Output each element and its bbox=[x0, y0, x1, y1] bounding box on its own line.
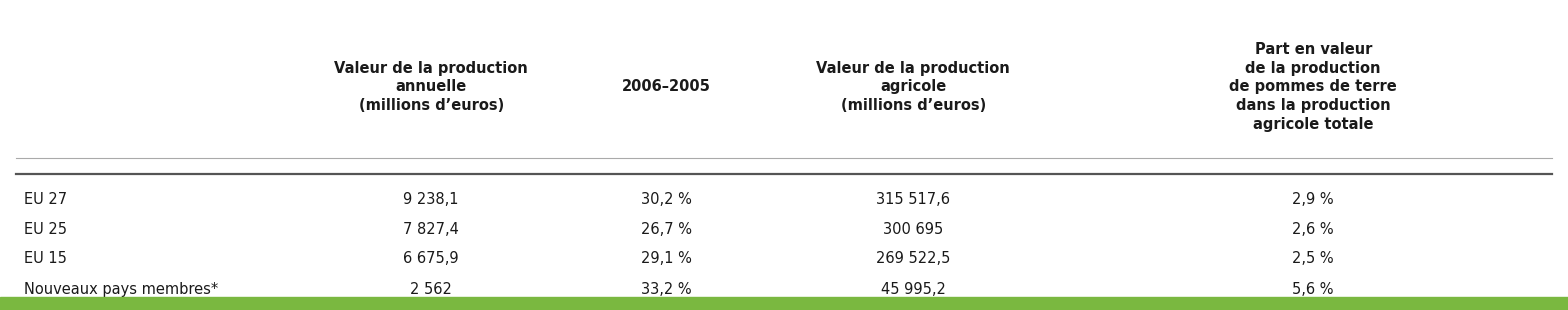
Text: 2 562: 2 562 bbox=[411, 282, 452, 297]
Text: EU 27: EU 27 bbox=[24, 193, 67, 207]
Text: Nouveaux pays membres*: Nouveaux pays membres* bbox=[24, 282, 218, 297]
Bar bbox=[0, 297, 1568, 310]
Text: 26,7 %: 26,7 % bbox=[641, 222, 691, 237]
Text: 45 995,2: 45 995,2 bbox=[881, 282, 946, 297]
Text: 7 827,4: 7 827,4 bbox=[403, 222, 459, 237]
Text: 300 695: 300 695 bbox=[883, 222, 944, 237]
Text: 269 522,5: 269 522,5 bbox=[877, 251, 950, 266]
Text: 29,1 %: 29,1 % bbox=[641, 251, 691, 266]
Text: Valeur de la production
agricole
(millions d’euros): Valeur de la production agricole (millio… bbox=[817, 61, 1010, 113]
Text: Part en valeur
de la production
de pommes de terre
dans la production
agricole t: Part en valeur de la production de pomme… bbox=[1229, 42, 1397, 131]
Text: EU 15: EU 15 bbox=[24, 251, 66, 266]
Text: 2,5 %: 2,5 % bbox=[1292, 251, 1334, 266]
Text: 2006–2005: 2006–2005 bbox=[622, 79, 710, 94]
Text: 315 517,6: 315 517,6 bbox=[877, 193, 950, 207]
Text: 2,6 %: 2,6 % bbox=[1292, 222, 1334, 237]
Text: Valeur de la production
annuelle
(millions d’euros): Valeur de la production annuelle (millio… bbox=[334, 61, 528, 113]
Text: 33,2 %: 33,2 % bbox=[641, 282, 691, 297]
Text: 9 238,1: 9 238,1 bbox=[403, 193, 459, 207]
Text: 6 675,9: 6 675,9 bbox=[403, 251, 459, 266]
Text: 30,2 %: 30,2 % bbox=[641, 193, 691, 207]
Text: EU 25: EU 25 bbox=[24, 222, 66, 237]
Text: 5,6 %: 5,6 % bbox=[1292, 282, 1334, 297]
Text: 2,9 %: 2,9 % bbox=[1292, 193, 1334, 207]
